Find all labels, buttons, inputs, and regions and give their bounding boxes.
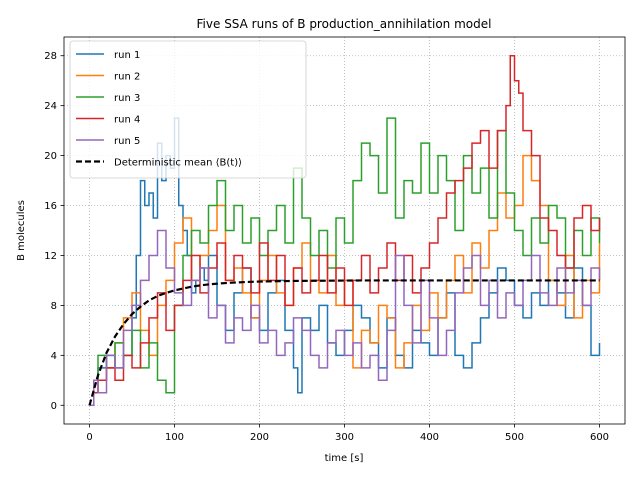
x-axis-label: time [s] (325, 453, 364, 464)
legend-label: run 4 (114, 115, 140, 126)
series-line-run-5 (89, 229, 601, 407)
y-tick-label: 8 (51, 301, 57, 312)
x-tick-label: 100 (165, 432, 184, 443)
y-tick-label: 12 (44, 251, 57, 262)
y-tick-label: 16 (44, 201, 57, 212)
legend-label: run 5 (114, 136, 140, 147)
x-tick-label: 0 (86, 432, 92, 443)
y-tick-label: 20 (44, 151, 57, 162)
y-axis-label: B molecules (16, 200, 27, 261)
y-tick-label: 24 (44, 101, 57, 112)
legend-label: run 3 (114, 93, 140, 104)
y-tick-label: 4 (51, 351, 57, 362)
y-tick-label: 0 (51, 401, 57, 412)
legend: run 1 run 2 run 3 run 4 run 5 Deterministic m… (69, 40, 307, 179)
series-line-run-4 (89, 54, 601, 407)
legend-box (69, 40, 307, 179)
series-line-run-3 (89, 117, 601, 407)
legend-label: Deterministic mean ⟨B(t)⟩ (114, 158, 242, 169)
axis-ticks: 0 100 200 300 400 500 600 0 4 8 12 16 20 24 28 (44, 51, 609, 443)
x-tick-label: 200 (250, 432, 269, 443)
chart-title: Five SSA runs of B production_annihilati… (197, 17, 492, 31)
x-tick-label: 500 (505, 432, 524, 443)
x-tick-label: 300 (335, 432, 354, 443)
deterministic-mean-line (88, 279, 600, 406)
legend-label: run 2 (114, 72, 140, 83)
x-tick-label: 600 (590, 432, 609, 443)
y-tick-label: 28 (44, 51, 57, 62)
x-tick-label: 400 (420, 432, 439, 443)
legend-label: run 1 (114, 50, 140, 61)
